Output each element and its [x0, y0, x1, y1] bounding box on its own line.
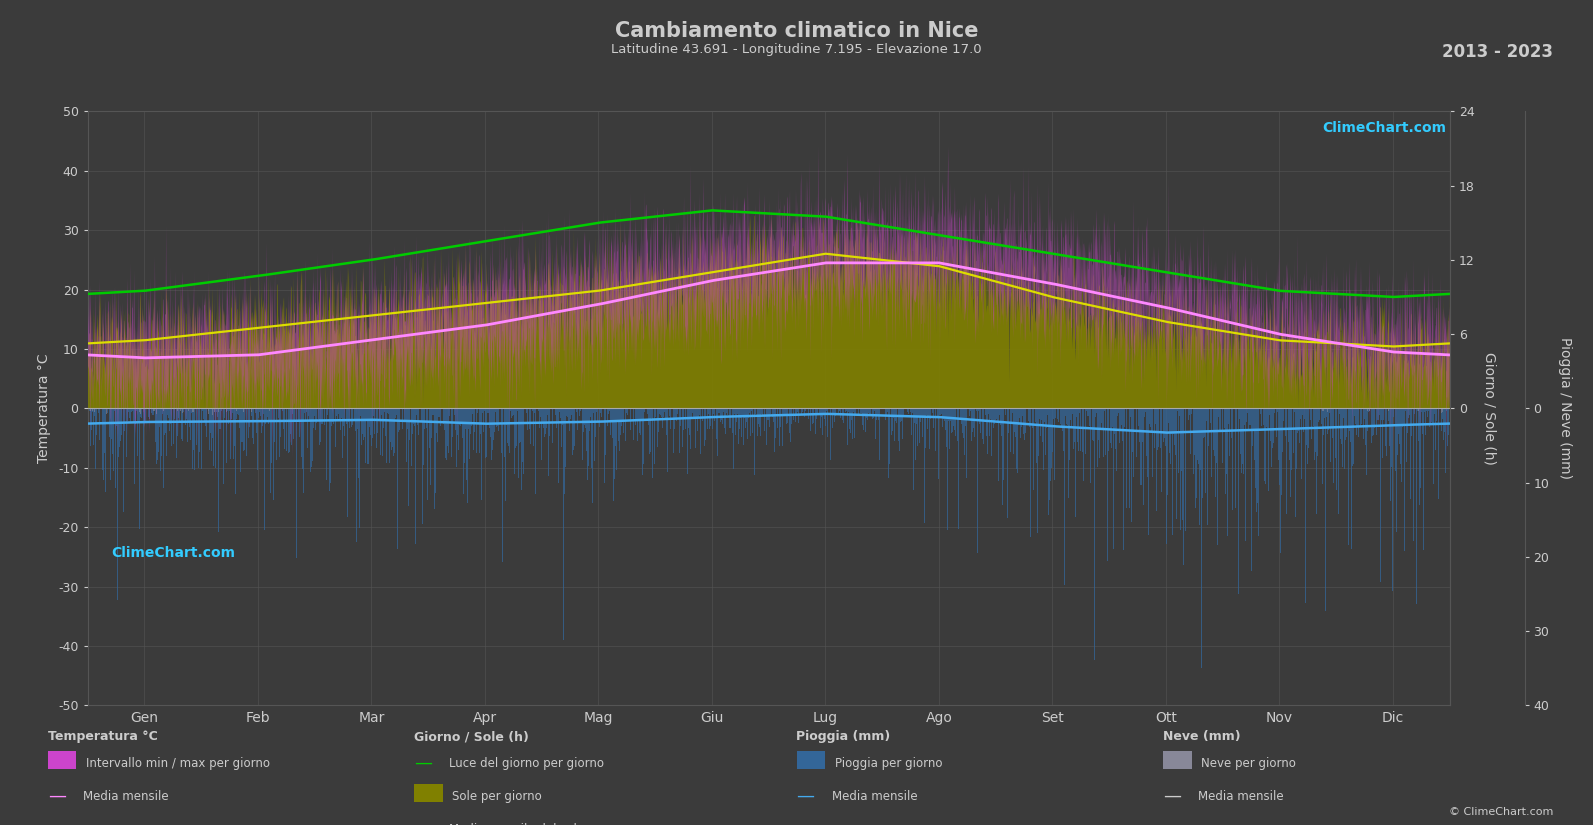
- Text: Media mensile: Media mensile: [832, 790, 918, 803]
- Y-axis label: Pioggia / Neve (mm): Pioggia / Neve (mm): [1558, 337, 1572, 479]
- Text: —: —: [796, 787, 814, 805]
- Text: Pioggia (mm): Pioggia (mm): [796, 730, 890, 743]
- Text: Giorno / Sole (h): Giorno / Sole (h): [414, 730, 529, 743]
- Text: —: —: [48, 787, 65, 805]
- Text: —: —: [414, 820, 432, 825]
- Text: —: —: [414, 754, 432, 772]
- Y-axis label: Temperatura °C: Temperatura °C: [37, 354, 51, 463]
- Text: 2013 - 2023: 2013 - 2023: [1442, 43, 1553, 61]
- Text: Latitudine 43.691 - Longitudine 7.195 - Elevazione 17.0: Latitudine 43.691 - Longitudine 7.195 - …: [612, 43, 981, 56]
- Text: ClimeChart.com: ClimeChart.com: [1322, 121, 1446, 134]
- Text: Cambiamento climatico in Nice: Cambiamento climatico in Nice: [615, 21, 978, 40]
- Text: Luce del giorno per giorno: Luce del giorno per giorno: [449, 757, 604, 770]
- Y-axis label: Giorno / Sole (h): Giorno / Sole (h): [1483, 352, 1497, 464]
- Text: Neve (mm): Neve (mm): [1163, 730, 1241, 743]
- Text: Media mensile: Media mensile: [1198, 790, 1284, 803]
- Text: Neve per giorno: Neve per giorno: [1201, 757, 1297, 770]
- Text: Sole per giorno: Sole per giorno: [452, 790, 542, 803]
- Text: Media mensile: Media mensile: [83, 790, 169, 803]
- Text: Temperatura °C: Temperatura °C: [48, 730, 158, 743]
- Text: Media mensile del sole: Media mensile del sole: [449, 823, 585, 825]
- Text: —: —: [1163, 787, 1180, 805]
- Text: Intervallo min / max per giorno: Intervallo min / max per giorno: [86, 757, 271, 770]
- Text: ClimeChart.com: ClimeChart.com: [112, 546, 236, 559]
- Text: Pioggia per giorno: Pioggia per giorno: [835, 757, 941, 770]
- Text: © ClimeChart.com: © ClimeChart.com: [1448, 807, 1553, 817]
